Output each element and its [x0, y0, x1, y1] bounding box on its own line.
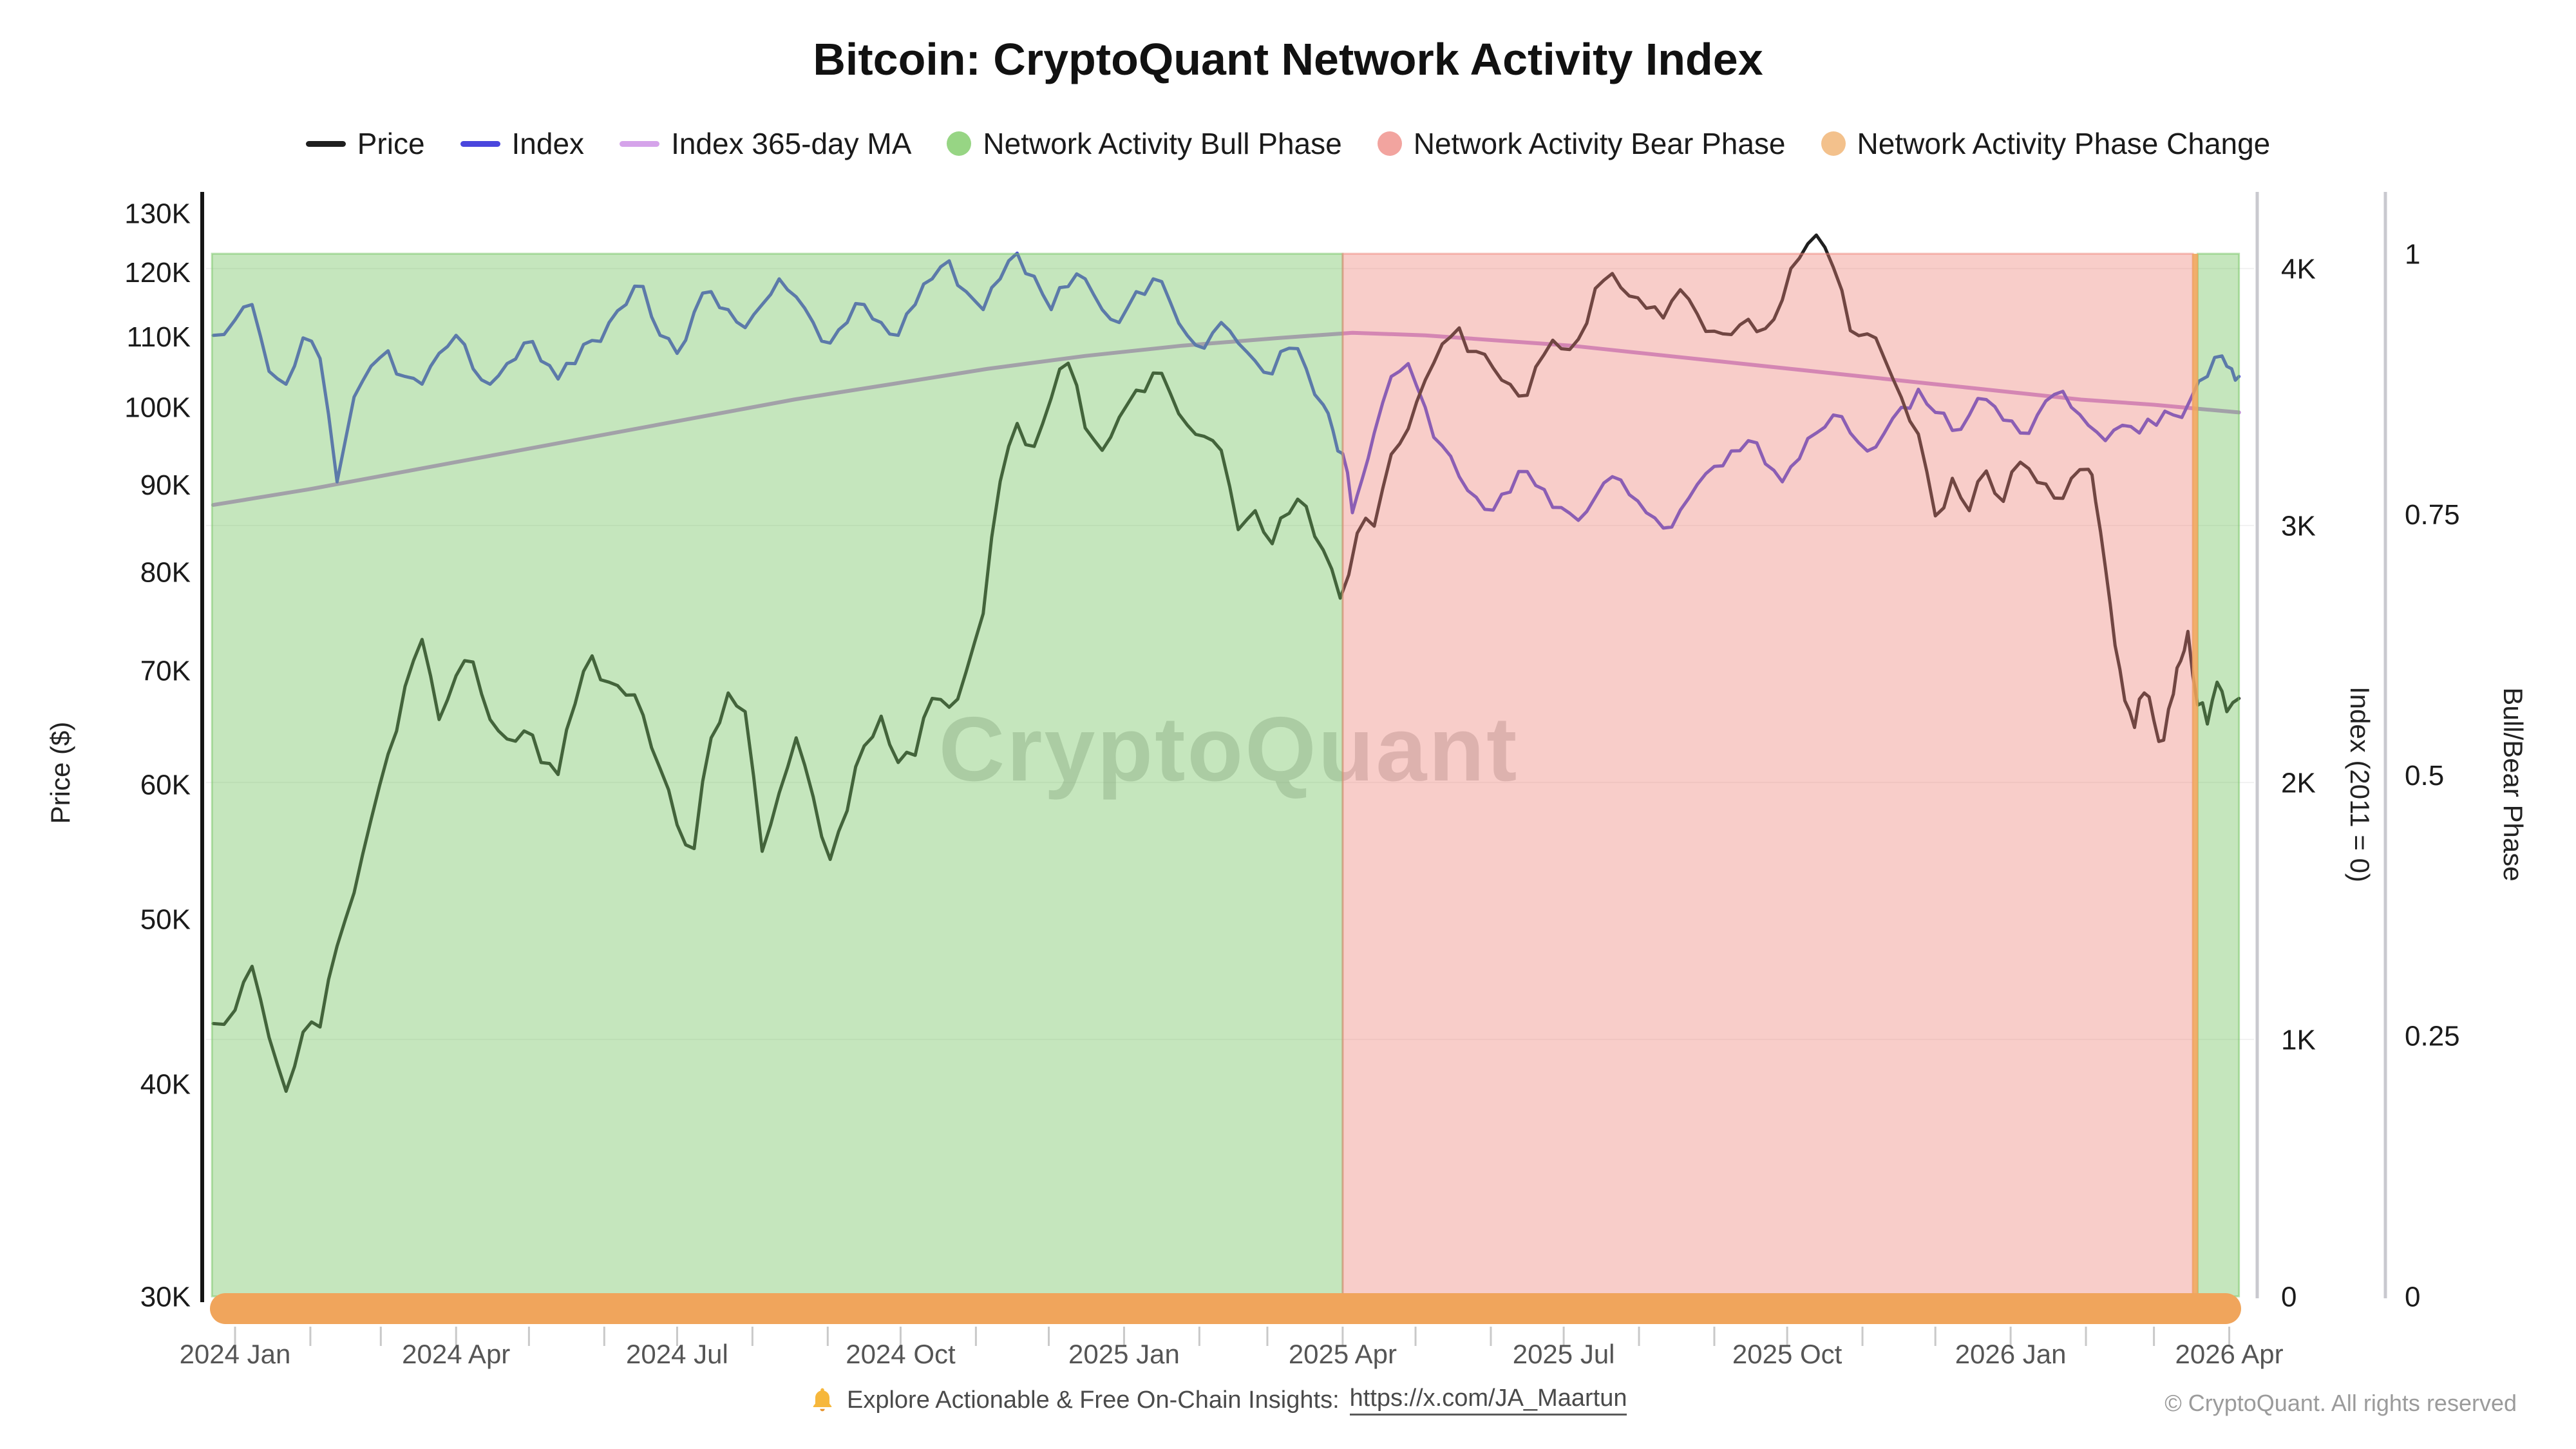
line-swatch-icon [460, 140, 500, 147]
legend-label: Network Activity Phase Change [1857, 127, 2271, 160]
price-tick-label: 120K [124, 257, 191, 289]
phase-change-markers [210, 254, 2241, 1324]
x-tick-label: 2024 Apr [402, 1339, 510, 1369]
price-tick-label: 50K [140, 904, 191, 935]
chart-title: Bitcoin: CryptoQuant Network Activity In… [813, 34, 1763, 84]
x-tick-label: 2024 Oct [846, 1339, 956, 1369]
price-line [211, 233, 2241, 1093]
legend-item-network-activity-bull-phase[interactable]: Network Activity Bull Phase [947, 126, 1342, 161]
price-tick-label: 60K [140, 769, 191, 800]
x-axis-labels: 2024 Jan 2024 Apr 2024 Jul 2024 Oct 2025 Jan… [180, 1339, 2284, 1369]
index-ma-line [211, 330, 2241, 507]
footer-note: Explore Actionable & Free On-Chain Insig… [808, 1385, 1627, 1416]
phase-tick-label: 0.75 [2405, 499, 2460, 531]
x-tick-label: 2024 Jan [180, 1339, 291, 1369]
price-tick-label: 80K [140, 556, 191, 588]
footer-note-text: Explore Actionable & Free On-Chain Insig… [847, 1386, 1340, 1414]
x-tick-label: 2025 Apr [1289, 1339, 1397, 1369]
price-tick-label: 130K [124, 198, 191, 229]
x-tick-label: 2026 Apr [2175, 1339, 2283, 1369]
legend-label: Price [357, 127, 425, 160]
x-tick-label: 2025 Jan [1068, 1339, 1180, 1369]
x-tick-label: 2025 Jul [1513, 1339, 1615, 1369]
copyright-text: © CryptoQuant. All rights reserved [2164, 1390, 2517, 1416]
index-tick-label: 2K [2281, 767, 2316, 799]
legend-label: Index [511, 127, 585, 160]
circle-swatch-icon [1377, 131, 1402, 156]
phase-tick-label: 0.25 [2405, 1021, 2460, 1052]
legend-item-price[interactable]: Price [305, 126, 425, 161]
footer-link[interactable]: https://x.com/JA_Maartun [1349, 1385, 1627, 1416]
index-tick-label: 1K [2281, 1024, 2316, 1056]
line-swatch-icon [620, 140, 660, 147]
legend-item-index-365-day-ma[interactable]: Index 365-day MA [620, 126, 911, 161]
axis-titles: Price ($) Index (2011 = 0) Bull/Bear Phase [45, 687, 2528, 882]
legend-item-network-activity-bear-phase[interactable]: Network Activity Bear Phase [1377, 126, 1786, 161]
index-axis-labels: 4K 3K 2K 1K 0 [2281, 253, 2316, 1312]
circle-swatch-icon [1821, 131, 1846, 156]
phase-axis-title: Bull/Bear Phase [2498, 687, 2528, 881]
bull-phase-band [2197, 252, 2240, 1298]
price-tick-label: 70K [140, 655, 191, 687]
line-swatch-icon [305, 140, 346, 147]
chart-legend: Price Index Index 365-day MA Network Activi… [0, 126, 2576, 161]
legend-label: Index 365-day MA [671, 127, 912, 160]
price-axis-title: Price ($) [45, 722, 75, 824]
gridlines [206, 268, 2254, 1040]
legend-label: Network Activity Bull Phase [983, 127, 1342, 160]
bull-phase-band [211, 252, 1344, 1298]
index-tick-label: 3K [2281, 510, 2316, 542]
axes [200, 192, 2387, 1302]
price-tick-label: 40K [140, 1068, 191, 1100]
phase-tick-label: 0 [2405, 1281, 2420, 1312]
circle-swatch-icon [947, 131, 972, 156]
price-tick-label: 30K [140, 1281, 191, 1312]
legend-label: Network Activity Bear Phase [1413, 127, 1786, 160]
price-tick-label: 90K [140, 469, 191, 501]
price-tick-label: 100K [124, 392, 191, 423]
index-tick-label: 4K [2281, 253, 2316, 285]
x-tick-label: 2026 Jan [1955, 1339, 2067, 1369]
watermark-text: CryptoQuant [939, 698, 1519, 800]
x-tick-label: 2024 Jul [626, 1339, 728, 1369]
index-line [211, 251, 2241, 530]
x-tick-marks [234, 1327, 2231, 1346]
index-axis-title: Index (2011 = 0) [2345, 687, 2375, 882]
legend-item-network-activity-phase-change[interactable]: Network Activity Phase Change [1821, 126, 2271, 161]
price-tick-label: 110K [127, 321, 191, 353]
series-lines [211, 233, 2241, 1093]
legend-item-index[interactable]: Index [460, 126, 585, 161]
bear-phase-band [1341, 252, 2194, 1298]
price-axis-labels: 130K 120K 110K 100K 90K 80K 70K 60K 50K 40K 30K [124, 198, 191, 1312]
index-tick-label: 0 [2281, 1281, 2297, 1312]
phase-bands [211, 252, 2240, 1298]
phase-change-bar [210, 1293, 2241, 1324]
x-tick-label: 2025 Oct [1732, 1339, 1842, 1369]
phase-tick-label: 0.5 [2405, 760, 2444, 791]
phase-tick-label: 1 [2405, 238, 2420, 270]
bell-icon [808, 1386, 837, 1414]
phase-axis-labels: 1 0.75 0.5 0.25 0 [2405, 238, 2460, 1312]
